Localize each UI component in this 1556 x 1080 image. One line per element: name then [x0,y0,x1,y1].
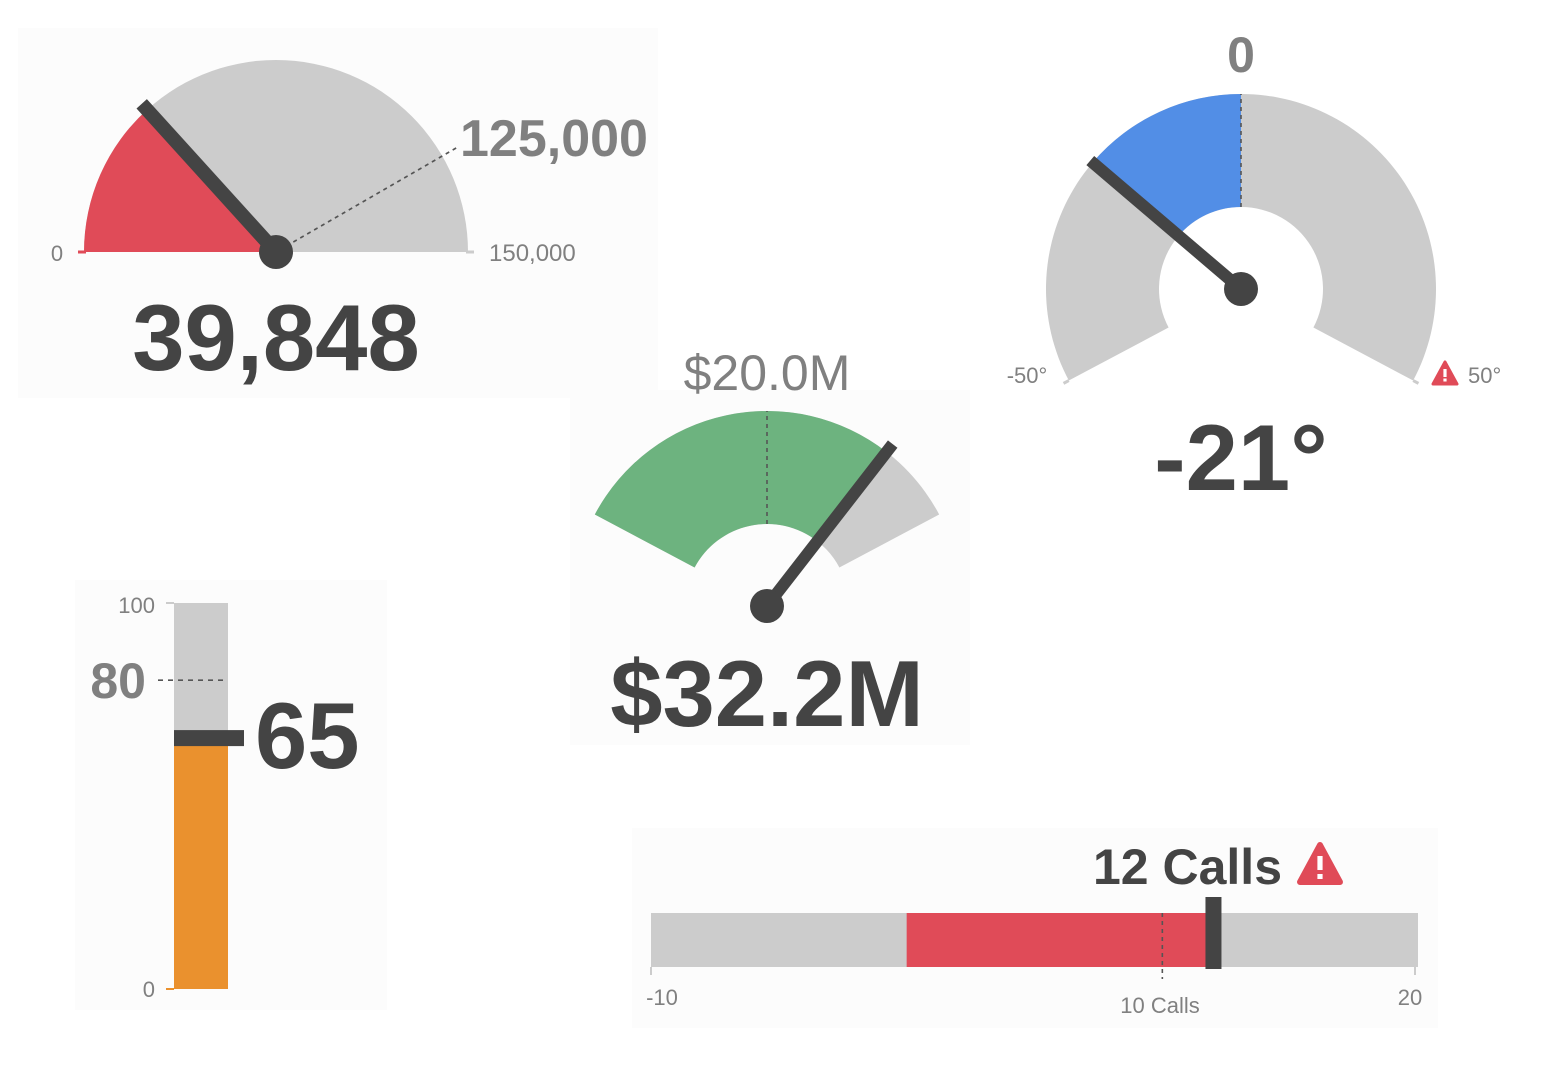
gauge-units-target-label: 125,000 [460,110,648,168]
gauge-units-needle [136,99,282,257]
gauge-temperature-needle [1086,156,1245,294]
gauge-units-target-marker [285,145,460,247]
bullet-horizontal-value-fill [906,913,1214,967]
gauge-revenue-needle [762,440,898,610]
gauge-temperature-min-label: -50° [1007,363,1048,388]
bullet-panel-vertical [75,580,387,1010]
gauge-units-needle-hub [259,235,293,269]
gauge-revenue-value-fill [594,410,887,568]
bullet-horizontal-min-label: -10 [646,985,678,1010]
gauge-revenue-needle-hub [750,589,784,623]
bullet-vertical-value-fill [174,738,228,989]
bullet-vertical-value-label: 65 [255,683,360,788]
gauge-temperature-value-fill [1092,94,1241,236]
bullet-horizontal-graphic [650,897,1418,979]
gauge-temperature-max-tick [1412,379,1420,385]
bullet-vertical-value-marker [174,730,244,747]
bullet-vertical-max-label: 100 [118,593,155,618]
gauge-units-value-label: 39,848 [132,285,420,390]
gauge-units-max-label: 150,000 [489,240,576,267]
gauge-temperature-needle-hub [1224,272,1258,306]
alert-icon [1431,360,1459,386]
alert-icon [1297,842,1343,885]
gauge-units-value-fill [84,109,276,252]
bullet-vertical-min-label: 0 [143,977,155,1002]
bullet-vertical-graphic [158,602,244,990]
gauge-temperature-graphic [1046,94,1436,385]
gauge-revenue-graphic [594,410,940,623]
gauge-units-min-label: 0 [51,241,63,266]
gauge-revenue-value-label: $32.2M [610,641,924,746]
gauge-temperature-max-label: 50° [1468,363,1501,388]
gauge-temperature-value-label: -21° [1154,405,1327,510]
bullet-vertical-target-label: 80 [90,653,146,709]
gauge-temperature-target-label: 0 [1227,27,1255,83]
bullet-horizontal-max-label: 20 [1398,985,1422,1010]
gauge-revenue-target-label: $20.0M [684,345,851,401]
bullet-horizontal-target-label: 10 Calls [1120,993,1199,1018]
gauge-temperature-min-tick [1062,379,1070,385]
bullet-horizontal-value-marker [1205,897,1222,969]
bullet-horizontal-value-label: 12 Calls [1093,839,1282,895]
gauge-units-graphic [78,60,474,269]
